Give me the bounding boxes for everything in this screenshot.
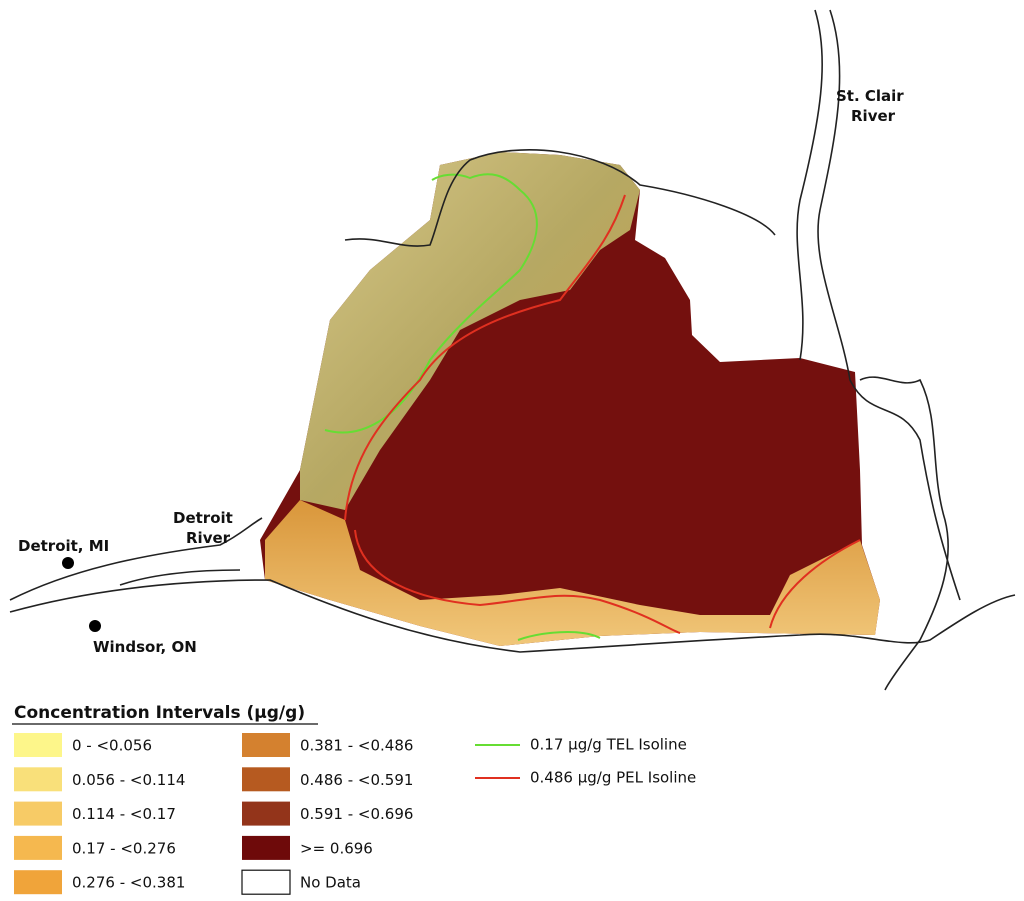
north-shore <box>344 149 776 247</box>
south-band <box>265 500 880 646</box>
legend-swatch <box>14 733 62 757</box>
east-shore <box>859 376 949 691</box>
legend-swatch <box>241 869 291 895</box>
place-label: River <box>186 529 231 547</box>
tel-isoline <box>324 173 538 434</box>
south-shore <box>9 579 1016 653</box>
legend-label: 0.276 - <0.381 <box>72 874 185 892</box>
shoreline <box>9 9 1016 691</box>
legend-label: >= 0.696 <box>300 839 373 857</box>
legend-swatch <box>14 835 62 860</box>
legend-swatch <box>242 835 290 860</box>
st-clair-channel <box>796 9 961 601</box>
legend-label: 0.381 - <0.486 <box>300 737 413 755</box>
legend-label: 0.591 - <0.696 <box>300 805 413 823</box>
place-label: Detroit, MI <box>18 537 109 555</box>
legend-swatch <box>14 870 62 895</box>
legend: 0 - <0.056 0.056 - <0.114 0.114 - <0.17 0.1… <box>14 733 696 895</box>
place-label: Windsor, ON <box>93 638 197 656</box>
legend-label: 0.486 - <0.591 <box>300 771 413 789</box>
legend-label: 0 - <0.056 <box>72 737 152 755</box>
legend-swatch <box>242 733 290 757</box>
legend-label: 0.17 µg/g TEL Isoline <box>530 736 687 754</box>
pel-isoline <box>344 194 861 634</box>
legend-label: 0.114 - <0.17 <box>72 805 176 823</box>
legend-swatch <box>242 801 290 826</box>
place-label: St. Clair <box>836 87 904 105</box>
place-label: Detroit <box>173 509 233 527</box>
detroit-river <box>9 517 263 601</box>
tel-isoline <box>517 631 601 641</box>
place-label: River <box>851 107 896 125</box>
legend-swatch <box>14 767 62 792</box>
detroit-dot <box>62 557 74 569</box>
windsor-dot <box>89 620 101 632</box>
legend-swatch <box>242 767 290 792</box>
legend-title: Concentration Intervals (µg/g) <box>14 703 305 723</box>
legend-label: 0.17 - <0.276 <box>72 839 176 857</box>
lake <box>260 152 880 646</box>
legend-swatch <box>14 801 62 826</box>
legend-label: 0.056 - <0.114 <box>72 771 185 789</box>
legend-label: 0.486 µg/g PEL Isoline <box>530 769 696 787</box>
legend-label: No Data <box>300 874 361 892</box>
